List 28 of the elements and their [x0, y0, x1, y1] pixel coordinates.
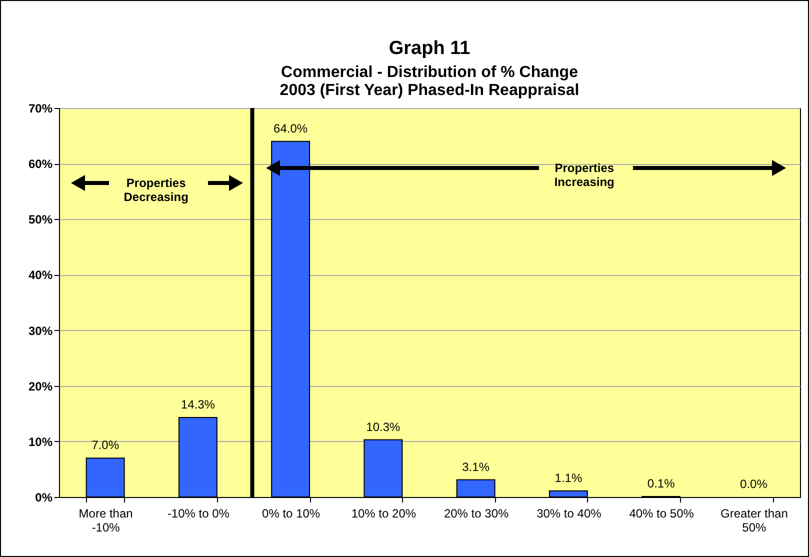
y-tick-label: 20%: [28, 379, 53, 394]
x-tick-label: Greater than 50%: [720, 506, 788, 534]
y-tick-label: 60%: [28, 157, 53, 172]
x-tick-label: 30% to 40%: [536, 506, 602, 520]
y-tick-label: 10%: [28, 434, 53, 449]
x-tick-label: 40% to 50%: [629, 506, 694, 520]
data-label: 0.1%: [647, 476, 676, 490]
annotation: Properties Increasing: [554, 161, 614, 190]
data-label: 10.3%: [366, 420, 401, 434]
chart-subtitle: Commercial - Distribution of % Change 2003 (First Year) Phased-In Reappraisal: [280, 64, 580, 99]
x-tick-label: 10% to 20%: [351, 506, 416, 520]
x-tick-label: 0% to 10%: [262, 506, 320, 520]
x-tick-label: 20% to 30%: [444, 506, 509, 520]
x-tick-label: -10% to 0%: [167, 506, 230, 520]
data-label: 14.3%: [180, 398, 216, 412]
data-label: 1.1%: [554, 470, 582, 485]
y-tick-label: 0%: [35, 490, 53, 504]
x-tick-label: More than -10%: [78, 506, 133, 534]
data-label: 7.0%: [92, 438, 120, 452]
data-label: 0.0%: [740, 477, 768, 491]
y-tick-label: 30%: [28, 324, 53, 338]
data-label: 64.0%: [274, 121, 308, 136]
chart-title: Graph 11: [388, 38, 471, 59]
y-tick-label: 40%: [28, 268, 53, 282]
annotation: Properties Decreasing: [124, 176, 188, 204]
y-tick-label: 70%: [28, 102, 53, 116]
data-label: 3.1%: [462, 460, 490, 474]
y-tick-label: 50%: [28, 212, 53, 227]
